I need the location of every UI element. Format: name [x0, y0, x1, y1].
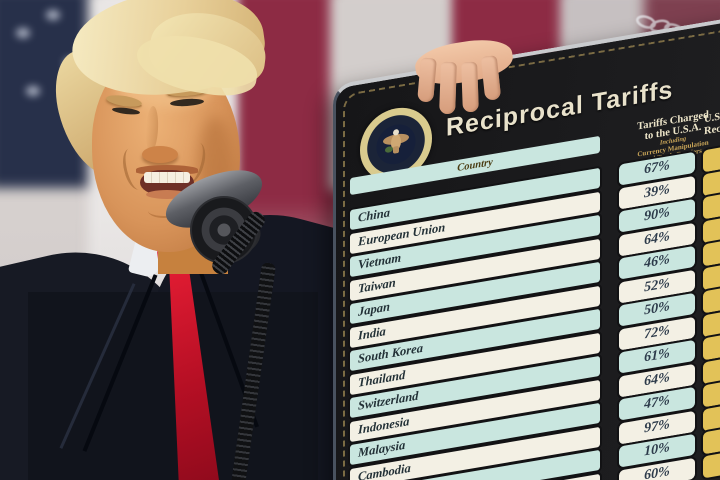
finger: [417, 57, 437, 103]
teeth: [144, 172, 190, 183]
microphone-stand: [229, 262, 277, 480]
chin-crease: [148, 204, 180, 218]
tariff-board: Reciprocal Tariffs Tariffs Charged to th…: [333, 0, 720, 480]
finger: [461, 61, 479, 113]
finger: [439, 61, 457, 115]
discounted-tariff-box: 34%: [703, 135, 720, 173]
presidential-seal: [360, 102, 432, 187]
upper-lip: [136, 165, 198, 174]
discounted-tariff-value: 34%: [703, 136, 720, 171]
nose: [142, 146, 178, 163]
hand-holding-board: [412, 34, 517, 115]
lower-lip: [146, 190, 188, 199]
seal-eagle-icon: [383, 129, 409, 154]
